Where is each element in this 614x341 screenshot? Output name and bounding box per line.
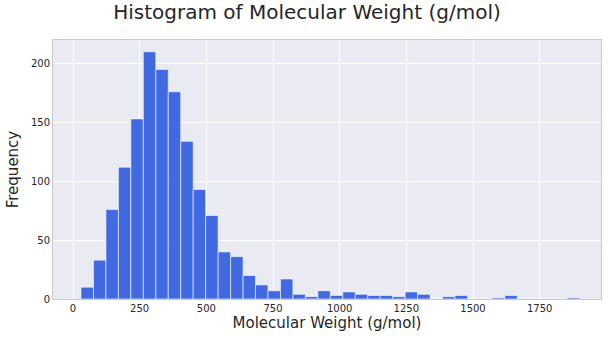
svg-text:1500: 1500 (460, 303, 485, 314)
svg-text:50: 50 (37, 235, 50, 246)
svg-text:1250: 1250 (394, 303, 419, 314)
svg-text:0: 0 (70, 303, 76, 314)
svg-text:Histogram of Molecular Weight: Histogram of Molecular Weight (g/mol) (113, 0, 501, 24)
svg-text:1000: 1000 (327, 303, 352, 314)
svg-text:Frequency: Frequency (4, 131, 22, 209)
svg-text:200: 200 (31, 58, 50, 69)
svg-text:500: 500 (197, 303, 216, 314)
svg-text:100: 100 (31, 176, 50, 187)
svg-text:0: 0 (44, 294, 50, 305)
svg-text:250: 250 (130, 303, 149, 314)
svg-text:150: 150 (31, 117, 50, 128)
svg-text:750: 750 (263, 303, 282, 314)
svg-text:Molecular Weight (g/mol): Molecular Weight (g/mol) (233, 314, 422, 332)
svg-text:1750: 1750 (527, 303, 552, 314)
